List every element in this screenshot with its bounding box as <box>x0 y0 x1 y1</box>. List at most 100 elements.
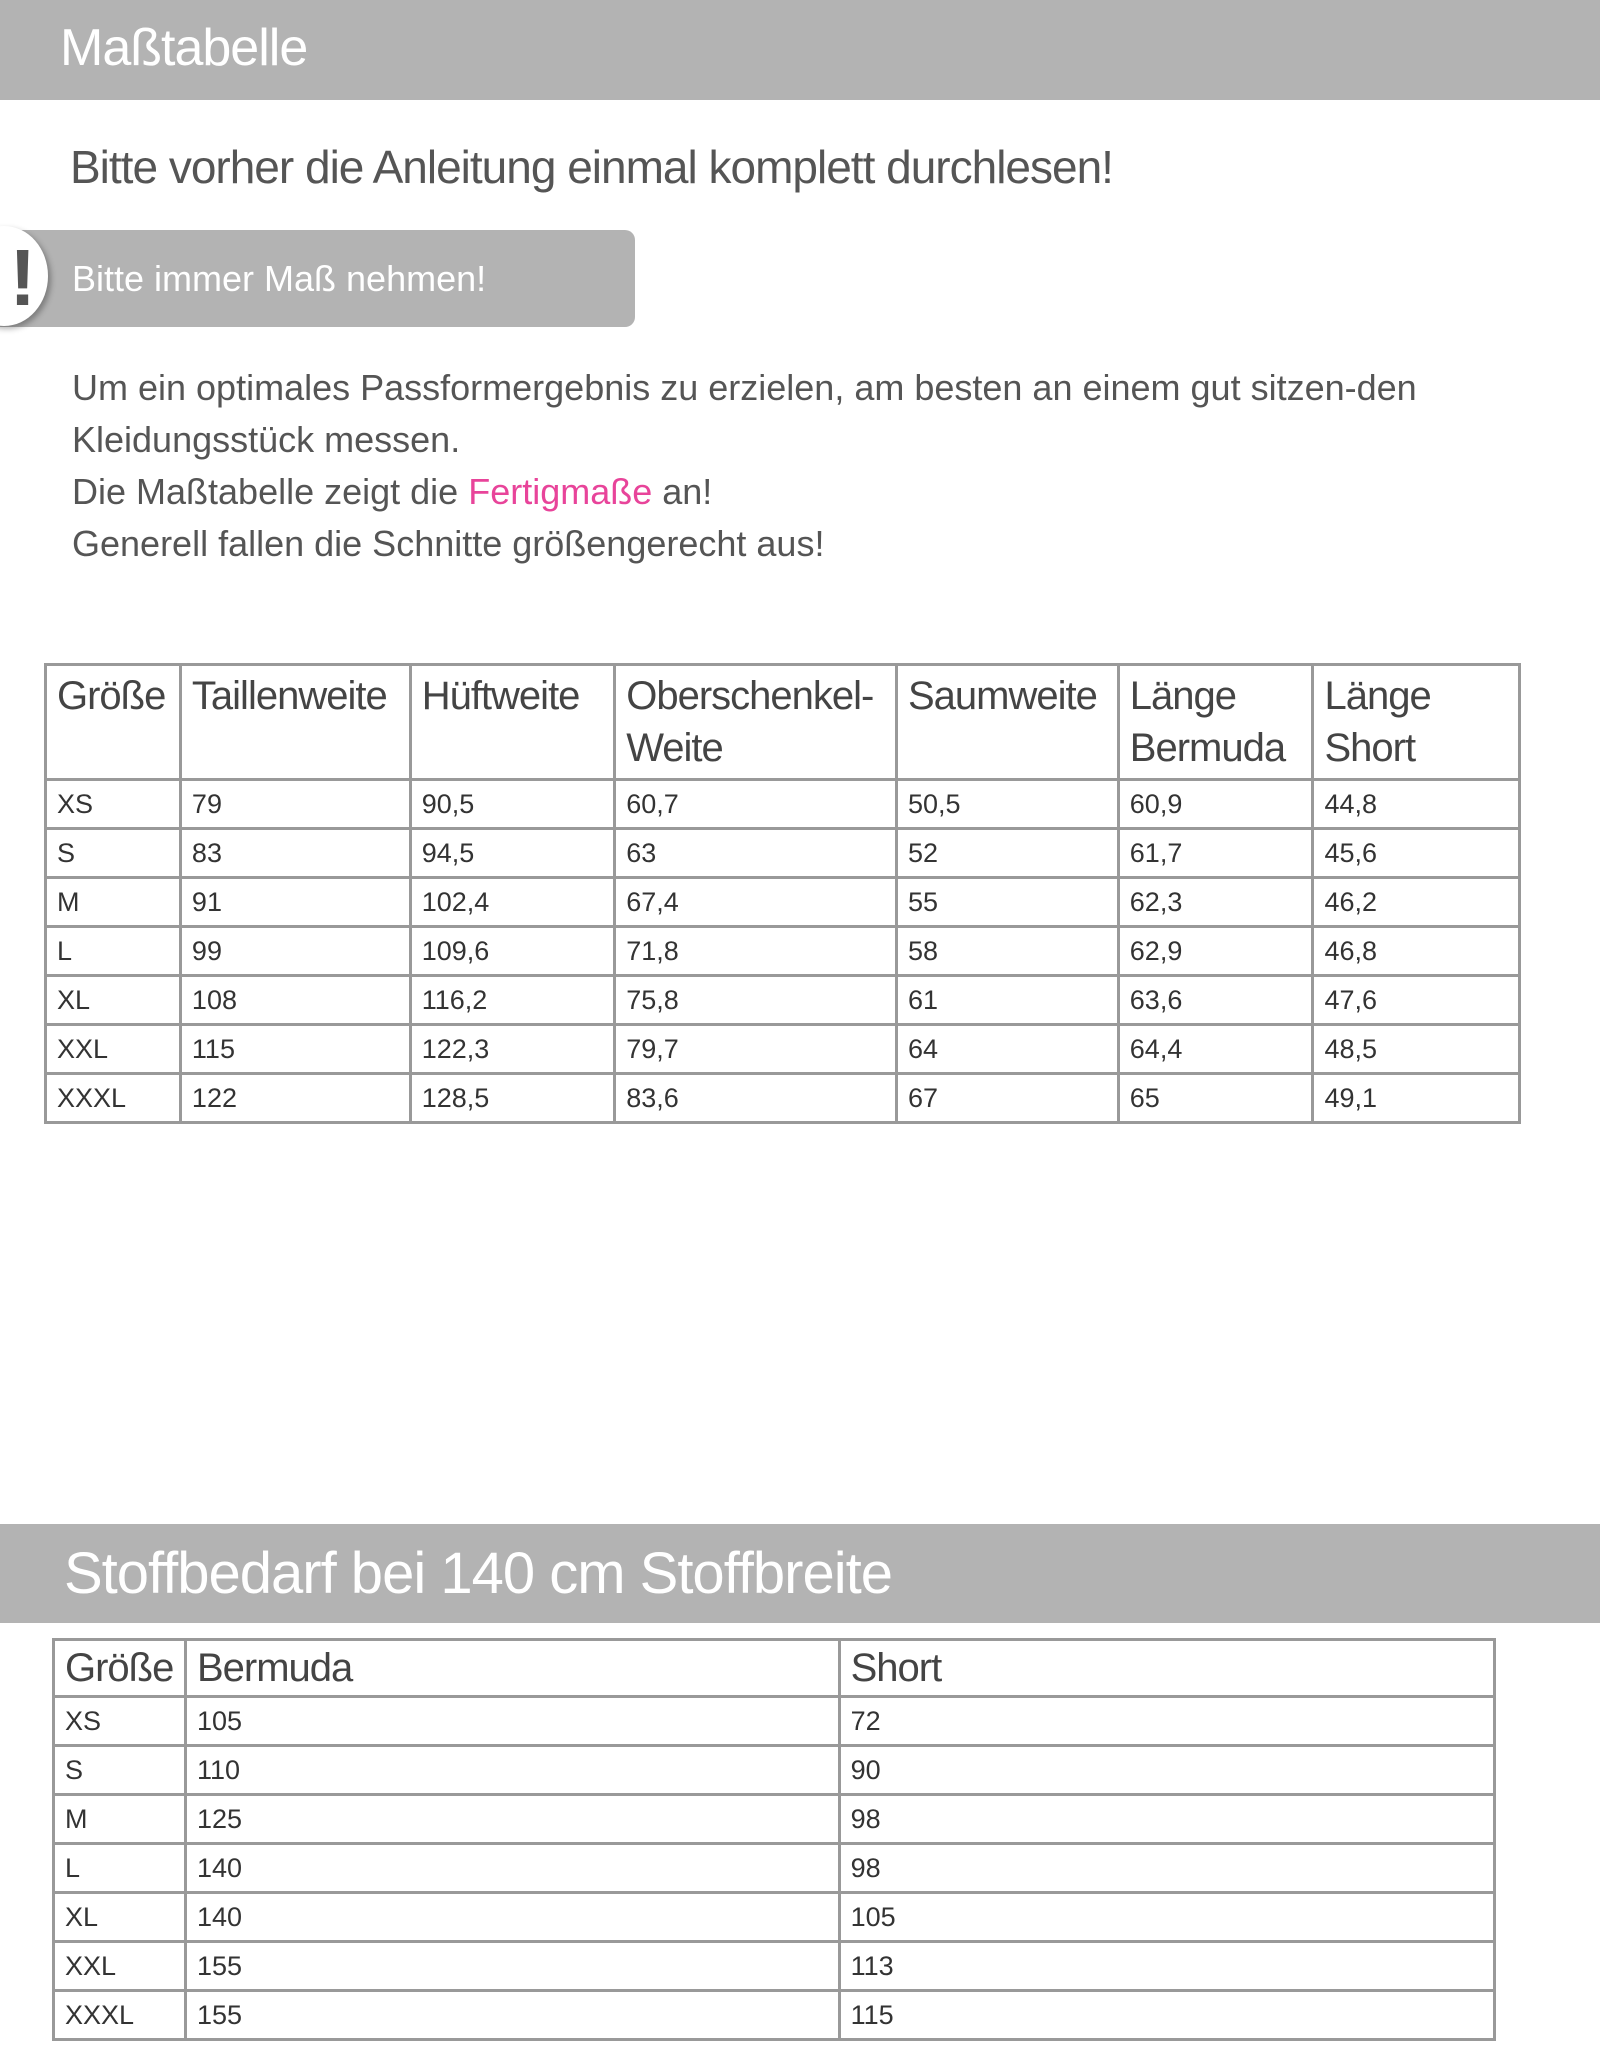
table-cell: 45,6 <box>1311 827 1521 879</box>
table-cell: 63 <box>613 827 898 879</box>
column-header: Oberschenkel-Weite <box>613 663 898 781</box>
table-cell: 98 <box>837 1842 1497 1894</box>
table-row: S 110 90 <box>52 1744 1497 1796</box>
table-cell: M <box>44 876 182 928</box>
instructions-paragraph: Um ein optimales Passformergebnis zu erz… <box>72 362 1492 570</box>
header-bar: Maßtabelle <box>0 0 1600 100</box>
paragraph-line: Die Maßtabelle zeigt die Fertigmaße an! <box>72 466 1492 518</box>
table-cell: 113 <box>837 1940 1497 1992</box>
table-row: M 91 102,4 67,4 55 62,3 46,2 <box>44 876 1521 928</box>
table-cell: 64,4 <box>1116 1023 1315 1075</box>
callout-banner: ! Bitte immer Maß nehmen! <box>0 226 635 327</box>
table-cell: 105 <box>183 1695 841 1747</box>
table-cell: 79,7 <box>613 1023 898 1075</box>
table-cell: 128,5 <box>408 1072 617 1124</box>
table-cell: S <box>52 1744 187 1796</box>
paragraph-line: Um ein optimales Passformergebnis zu erz… <box>72 367 1417 460</box>
table-cell: XXXL <box>44 1072 182 1124</box>
exclamation-icon: ! <box>0 226 48 326</box>
table-cell: 105 <box>837 1891 1497 1943</box>
column-header: Taillenweite <box>178 663 412 781</box>
table-cell: 140 <box>183 1842 841 1894</box>
table-cell: M <box>52 1793 187 1845</box>
table-cell: 75,8 <box>613 974 898 1026</box>
table-cell: 90 <box>837 1744 1497 1796</box>
table-cell: 67,4 <box>613 876 898 928</box>
intro-text: Bitte vorher die Anleitung einmal komple… <box>70 141 1114 193</box>
text: an! <box>652 471 713 512</box>
table-row: XS 105 72 <box>52 1695 1497 1747</box>
table-cell: 91 <box>178 876 412 928</box>
table-row: L 140 98 <box>52 1842 1497 1894</box>
table-row: XXL 115 122,3 79,7 64 64,4 48,5 <box>44 1023 1521 1075</box>
table-cell: 62,3 <box>1116 876 1315 928</box>
text: Die Maßtabelle zeigt die <box>72 471 469 512</box>
table-cell: 83,6 <box>613 1072 898 1124</box>
column-header: Short <box>837 1638 1497 1698</box>
table-cell: 46,8 <box>1311 925 1521 977</box>
table-cell: 122,3 <box>408 1023 617 1075</box>
fabric-table: Größe Bermuda Short XS 105 72 S 110 90 M 125 98 L 14… <box>52 1638 1497 2041</box>
table-cell: 115 <box>178 1023 412 1075</box>
table-row: XXL 155 113 <box>52 1940 1497 1992</box>
table-cell: 155 <box>183 1940 841 1992</box>
section-title: Stoffbedarf bei 140 cm Stoffbreite <box>64 1541 893 1606</box>
table-cell: XL <box>52 1891 187 1943</box>
column-header: Hüftweite <box>408 663 617 781</box>
table-cell: 44,8 <box>1311 778 1521 830</box>
table-cell: 155 <box>183 1989 841 2041</box>
table-row: XL 140 105 <box>52 1891 1497 1943</box>
column-header: Bermuda <box>183 1638 841 1698</box>
table-cell: 90,5 <box>408 778 617 830</box>
table-row: XXXL 122 128,5 83,6 67 65 49,1 <box>44 1072 1521 1124</box>
column-header: Größe <box>44 663 182 781</box>
table-cell: 50,5 <box>894 778 1120 830</box>
column-header: Saumweite <box>894 663 1120 781</box>
table-cell: 140 <box>183 1891 841 1943</box>
table-cell: XL <box>44 974 182 1026</box>
table-cell: 64 <box>894 1023 1120 1075</box>
table-cell: XS <box>44 778 182 830</box>
table-cell: 108 <box>178 974 412 1026</box>
table-row: XL 108 116,2 75,8 61 63,6 47,6 <box>44 974 1521 1026</box>
column-header: Länge Short <box>1311 663 1521 781</box>
table-cell: 61 <box>894 974 1120 1026</box>
table-cell: 71,8 <box>613 925 898 977</box>
table-cell: XXL <box>44 1023 182 1075</box>
table-cell: 67 <box>894 1072 1120 1124</box>
column-header: Größe <box>52 1638 187 1698</box>
table-cell: 60,7 <box>613 778 898 830</box>
table-cell: 109,6 <box>408 925 617 977</box>
table-cell: 62,9 <box>1116 925 1315 977</box>
table-cell: XXL <box>52 1940 187 1992</box>
table-cell: L <box>44 925 182 977</box>
table-cell: 61,7 <box>1116 827 1315 879</box>
table-cell: 102,4 <box>408 876 617 928</box>
table-cell: 79 <box>178 778 412 830</box>
table-cell: 48,5 <box>1311 1023 1521 1075</box>
table-cell: XXXL <box>52 1989 187 2041</box>
highlight-text: Fertigmaße <box>468 471 653 512</box>
table-cell: L <box>52 1842 187 1894</box>
table-cell: 94,5 <box>408 827 617 879</box>
table-cell: 65 <box>1116 1072 1315 1124</box>
table-cell: 52 <box>894 827 1120 879</box>
table-cell: 116,2 <box>408 974 617 1026</box>
table-cell: 63,6 <box>1116 974 1315 1026</box>
size-table: Größe Taillenweite Hüftweite Oberschenkel-W… <box>44 663 1521 1124</box>
paragraph-line: Generell fallen die Schnitte größengerec… <box>72 523 825 564</box>
table-cell: 47,6 <box>1311 974 1521 1026</box>
table-cell: 49,1 <box>1311 1072 1521 1124</box>
callout-text: Bitte immer Maß nehmen! <box>72 258 487 299</box>
table-cell: 83 <box>178 827 412 879</box>
column-header: Länge Bermuda <box>1116 663 1315 781</box>
table-cell: 115 <box>837 1989 1497 2041</box>
table-row: M 125 98 <box>52 1793 1497 1845</box>
table-cell: XS <box>52 1695 187 1747</box>
table-cell: 55 <box>894 876 1120 928</box>
table-cell: 58 <box>894 925 1120 977</box>
table-cell: 60,9 <box>1116 778 1315 830</box>
table-cell: 98 <box>837 1793 1497 1845</box>
table-cell: 99 <box>178 925 412 977</box>
table-row: L 99 109,6 71,8 58 62,9 46,8 <box>44 925 1521 977</box>
